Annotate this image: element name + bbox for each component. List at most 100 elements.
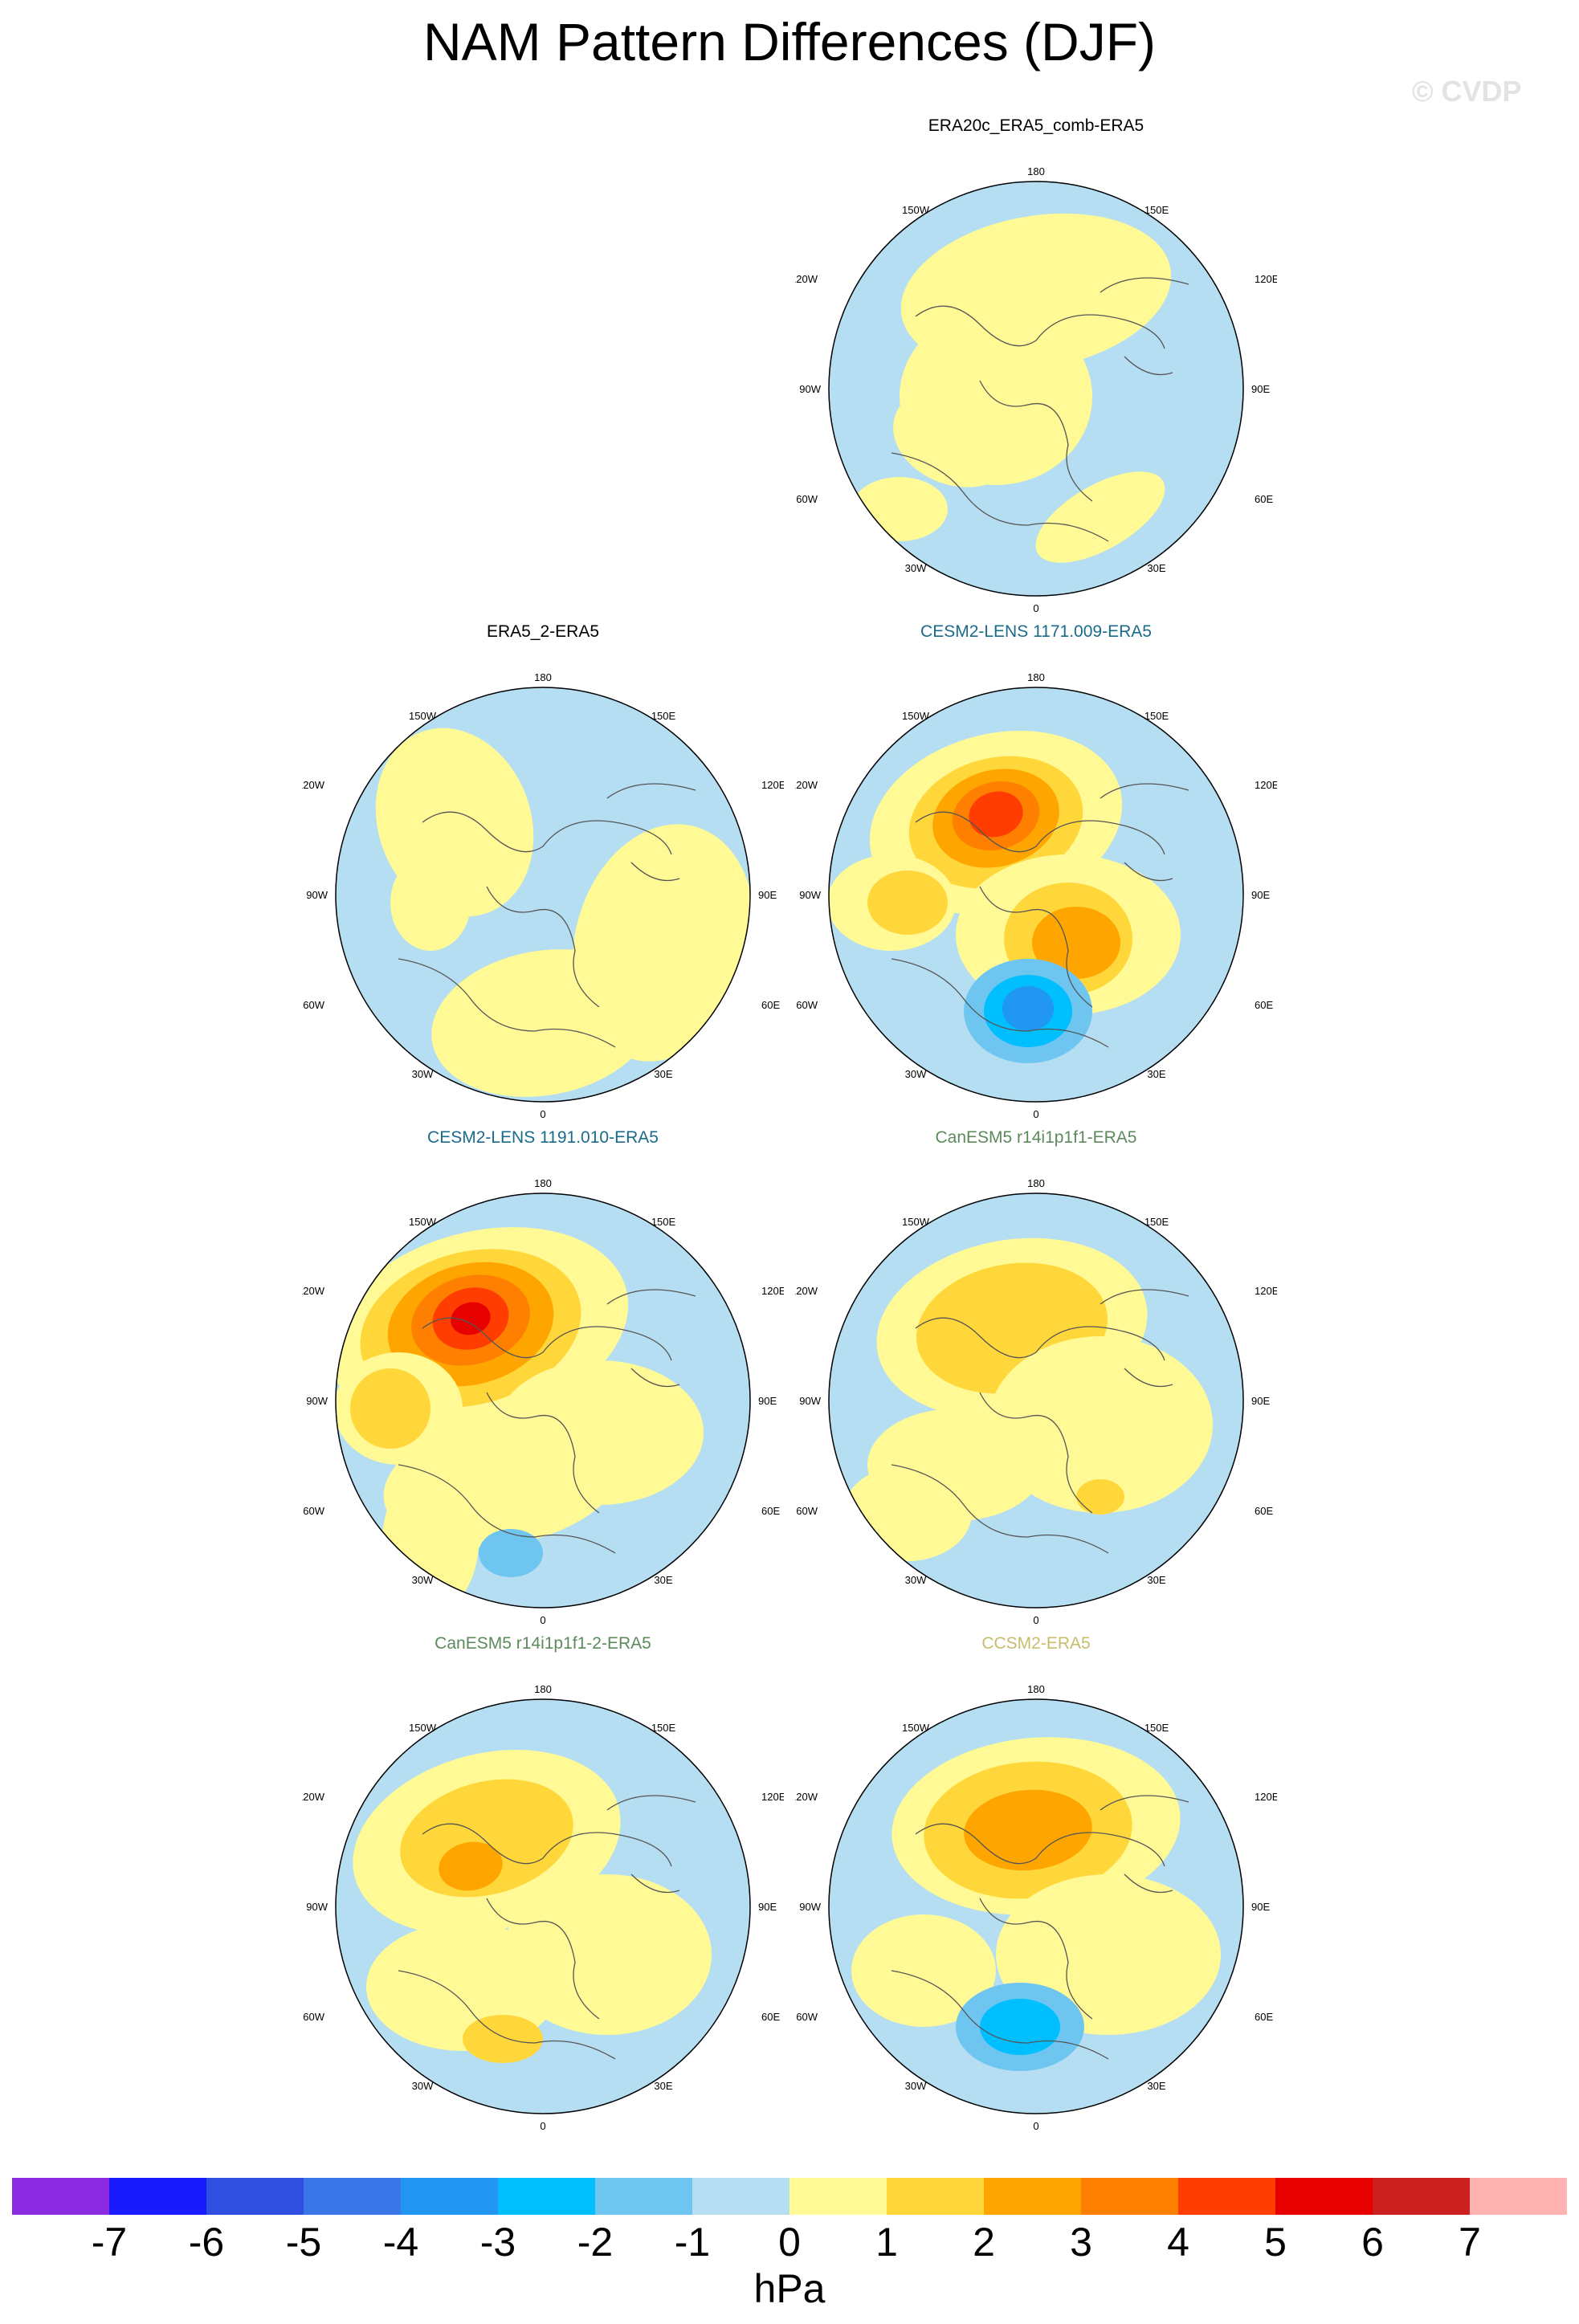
longitude-label: 150W — [902, 1216, 930, 1228]
map-border — [335, 1698, 751, 2114]
polar-map: 180 0 150W 150E 120W 120E 90W 90E 60W 60E 30W 30E — [302, 671, 784, 1120]
longitude-label: 30W — [905, 1068, 927, 1080]
panel-title: CCSM2-ERA5 — [981, 1634, 1091, 1653]
longitude-label: 90W — [306, 1901, 328, 1913]
longitude-label: 150E — [1144, 710, 1169, 722]
map-border — [828, 1193, 1244, 1608]
longitude-label: 90W — [306, 1395, 328, 1407]
contour-region — [851, 477, 948, 541]
longitude-label: 150E — [1144, 1216, 1169, 1228]
coastline — [891, 783, 1189, 1048]
contour-region — [964, 1789, 1092, 1871]
longitude-label: 0 — [1033, 1614, 1038, 1626]
longitude-label: 90E — [758, 889, 777, 901]
contour-region — [1035, 471, 1165, 563]
longitude-label: 30E — [1147, 1574, 1165, 1586]
longitude-label: 60W — [303, 2011, 324, 2023]
longitude-label: 30E — [1147, 562, 1165, 574]
contour-region — [980, 1999, 1060, 2055]
longitude-label: 120E — [761, 779, 784, 791]
colorbar-segment — [109, 2178, 206, 2215]
polar-map: 180 0 150W 150E 120W 120E 90W 90E 60W 60E 30W 30E — [302, 1683, 784, 2132]
map-panel: CESM2-LENS 1171.009-ERA5 180 0 150W 150E 120W… — [795, 622, 1277, 1135]
colorbar-segment — [12, 2178, 109, 2215]
longitude-label: 120E — [761, 1285, 784, 1297]
colorbar-segment — [401, 2178, 498, 2215]
panel-title: ERA5_2-ERA5 — [486, 622, 600, 641]
coastline — [398, 1795, 696, 2060]
longitude-label: 0 — [540, 1108, 545, 1120]
colorbar-tick-label: 4 — [1167, 2220, 1189, 2265]
coastline — [891, 277, 1189, 542]
map-panel: CanESM5 r14i1p1f1-2-ERA5 180 0 150W 150E 120W… — [302, 1633, 784, 2147]
figure-title: NAM Pattern Differences (DJF) — [422, 12, 1156, 71]
longitude-label: 0 — [540, 1614, 545, 1626]
longitude-label: 60W — [796, 1505, 818, 1517]
contour-region — [439, 1841, 503, 1891]
longitude-label: 150E — [1144, 204, 1169, 216]
colorbar — [12, 2178, 1567, 2215]
colorbar-segment — [692, 2178, 790, 2215]
longitude-label: 90W — [799, 1395, 821, 1407]
longitude-label: 30W — [905, 562, 927, 574]
longitude-label: 60E — [761, 2011, 780, 2023]
longitude-label: 180 — [1027, 1683, 1045, 1695]
colorbar-tick-label: 0 — [778, 2220, 801, 2265]
colorbar-tick-label: 3 — [1070, 2220, 1092, 2265]
panel-title: CESM2-LENS 1171.009-ERA5 — [920, 622, 1152, 641]
longitude-label: 120E — [761, 1791, 784, 1803]
longitude-label: 120W — [302, 1285, 325, 1297]
longitude-label: 180 — [1027, 671, 1045, 683]
longitude-label: 180 — [534, 671, 552, 683]
map-panel: ERA20c_ERA5_comb-ERA5 180 0 150W 150E 120W 120… — [795, 116, 1277, 630]
longitude-label: 0 — [540, 2120, 545, 2132]
longitude-label: 150E — [1144, 1722, 1169, 1734]
map-border — [828, 687, 1244, 1103]
colorbar-segment — [984, 2178, 1081, 2215]
longitude-label: 180 — [1027, 1177, 1045, 1189]
longitude-label: 30E — [654, 1068, 672, 1080]
contour-region — [1076, 1479, 1124, 1515]
map-border — [828, 1698, 1244, 2114]
panel-title: CanESM5 r14i1p1f1-2-ERA5 — [435, 1634, 651, 1653]
longitude-label: 180 — [1027, 165, 1045, 177]
longitude-label: 150W — [409, 1722, 437, 1734]
map-panel: CanESM5 r14i1p1f1-ERA5 180 0 150W 150E 120W 12… — [795, 1127, 1277, 1641]
colorbar-segment — [790, 2178, 887, 2215]
longitude-label: 150W — [902, 204, 930, 216]
colorbar-segment — [304, 2178, 401, 2215]
colorbar-tick-label: -2 — [577, 2220, 614, 2265]
colorbar-tick-label: 2 — [973, 2220, 995, 2265]
longitude-label: 150W — [409, 710, 437, 722]
longitude-label: 120E — [1255, 273, 1277, 285]
colorbar-tick-label: -3 — [479, 2220, 516, 2265]
contour-region — [1032, 907, 1120, 979]
longitude-label: 60E — [761, 999, 780, 1011]
polar-map: 180 0 150W 150E 120W 120E 90W 90E 60W 60E 30W 30E — [795, 165, 1277, 614]
longitude-label: 60W — [796, 999, 818, 1011]
longitude-label: 60E — [1255, 493, 1273, 505]
longitude-label: 120W — [302, 1791, 325, 1803]
longitude-label: 0 — [1033, 1108, 1038, 1120]
contour-region — [451, 1302, 491, 1335]
panel-title: CanESM5 r14i1p1f1-ERA5 — [935, 1128, 1137, 1147]
longitude-label: 120W — [302, 779, 325, 791]
longitude-label: 0 — [1033, 602, 1038, 614]
coastline — [891, 1795, 1189, 2060]
coastline — [398, 783, 696, 1048]
longitude-label: 30E — [1147, 2080, 1165, 2092]
polar-map: 180 0 150W 150E 120W 120E 90W 90E 60W 60E 30W 30E — [795, 671, 1277, 1120]
polar-map: 180 0 150W 150E 120W 120E 90W 90E 60W 60E 30W 30E — [795, 1683, 1277, 2132]
map-border — [335, 687, 751, 1103]
panel-title: ERA20c_ERA5_comb-ERA5 — [928, 116, 1144, 135]
longitude-label: 120W — [795, 779, 818, 791]
longitude-label: 30W — [905, 1574, 927, 1586]
contour-region — [1002, 986, 1054, 1031]
longitude-label: 60W — [796, 493, 818, 505]
colorbar-tick-label: -7 — [91, 2220, 128, 2265]
watermark: © CVDP — [1412, 75, 1522, 108]
longitude-label: 120W — [795, 1791, 818, 1803]
colorbar-tick-label: -5 — [285, 2220, 322, 2265]
longitude-label: 30W — [905, 2080, 927, 2092]
longitude-label: 60W — [796, 2011, 818, 2023]
